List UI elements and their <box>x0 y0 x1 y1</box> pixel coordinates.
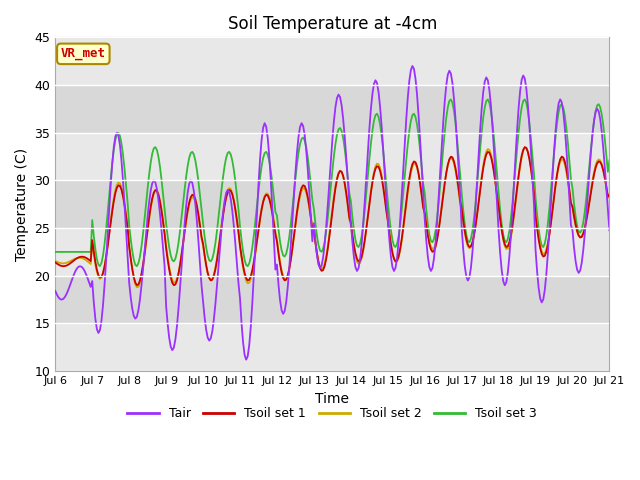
Title: Soil Temperature at -4cm: Soil Temperature at -4cm <box>228 15 437 33</box>
Bar <box>55 180 609 228</box>
Bar <box>55 37 609 85</box>
Bar <box>55 324 609 371</box>
Bar <box>55 228 609 276</box>
X-axis label: Time: Time <box>316 392 349 406</box>
Text: VR_met: VR_met <box>61 48 106 60</box>
Legend: Tair, Tsoil set 1, Tsoil set 2, Tsoil set 3: Tair, Tsoil set 1, Tsoil set 2, Tsoil se… <box>122 402 542 425</box>
Bar <box>55 132 609 180</box>
Y-axis label: Temperature (C): Temperature (C) <box>15 148 29 261</box>
Bar <box>55 276 609 324</box>
Bar <box>55 85 609 132</box>
